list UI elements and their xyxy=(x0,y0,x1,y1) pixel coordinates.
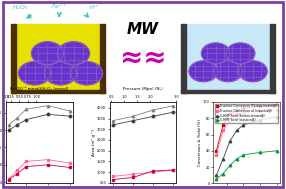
Bar xyxy=(100,24,105,93)
Circle shape xyxy=(226,43,255,64)
Bar xyxy=(11,24,16,93)
Bar xyxy=(181,90,275,93)
Circle shape xyxy=(71,62,103,85)
Fructose Conversion (Fenton-treatedβ) xyxy=(228,113,232,115)
Fructose Conversion of (classicalβ) xyxy=(228,119,232,121)
Bar xyxy=(181,24,186,93)
Text: MW: MW xyxy=(127,22,159,37)
5-HMF Yield (Fenton-treatedβ) xyxy=(221,158,225,160)
5-HMF Yield (Fenton-treatedβ) xyxy=(228,140,232,142)
Circle shape xyxy=(19,62,50,85)
Text: ≈≈: ≈≈ xyxy=(120,43,166,71)
5-HMF Yield (classicalβ) xyxy=(214,178,218,180)
Fructose Conversion (Fenton-treatedβ) xyxy=(242,107,245,110)
Title: Fe (10⁻³ mmol)/H₂O₂ (mmol): Fe (10⁻³ mmol)/H₂O₂ (mmol) xyxy=(10,87,68,91)
Y-axis label: Area (m² g⁻¹): Area (m² g⁻¹) xyxy=(92,129,96,156)
Fructose Conversion of (classicalβ) xyxy=(221,129,225,132)
Circle shape xyxy=(239,61,267,82)
Fructose Conversion of (classicalβ) xyxy=(214,154,218,156)
5-HMF Yield (classicalβ) xyxy=(275,150,279,152)
5-HMF Yield (Fenton-treatedβ) xyxy=(242,124,245,126)
Circle shape xyxy=(57,42,90,65)
Fructose Conversion (Fenton-treatedβ) xyxy=(214,150,218,152)
5-HMF Yield (classicalβ) xyxy=(228,164,232,167)
Y-axis label: Conversion & Yield (%): Conversion & Yield (%) xyxy=(198,119,202,166)
5-HMF Yield (Fenton-treatedβ) xyxy=(259,119,262,121)
Circle shape xyxy=(31,42,63,65)
Fructose Conversion of (classicalβ) xyxy=(259,110,262,112)
Legend: Fructose Conversion (Fenton-treatedβ), Fructose Conversion of (classicalβ), 5-HM: Fructose Conversion (Fenton-treatedβ), F… xyxy=(215,104,278,123)
Fructose Conversion of (classicalβ) xyxy=(275,109,279,111)
Bar xyxy=(186,24,270,90)
5-HMF Yield (classicalβ) xyxy=(242,154,245,156)
Line: Fructose Conversion of (classicalβ): Fructose Conversion of (classicalβ) xyxy=(215,109,279,156)
Line: Fructose Conversion (Fenton-treatedβ): Fructose Conversion (Fenton-treatedβ) xyxy=(215,104,279,152)
Line: 5-HMF Yield (classicalβ): 5-HMF Yield (classicalβ) xyxy=(215,149,279,180)
Line: 5-HMF Yield (Fenton-treatedβ): 5-HMF Yield (Fenton-treatedβ) xyxy=(215,115,279,177)
Title: Pressure (Mpa) (N₂): Pressure (Mpa) (N₂) xyxy=(123,87,163,91)
Circle shape xyxy=(214,61,243,82)
Bar xyxy=(16,24,100,90)
Fructose Conversion (Fenton-treatedβ) xyxy=(235,109,238,111)
Text: $H_2O_2$: $H_2O_2$ xyxy=(12,3,29,12)
Text: $H^+$: $H^+$ xyxy=(90,3,100,12)
5-HMF Yield (classicalβ) xyxy=(235,158,238,160)
Text: $Fe^{3+}$: $Fe^{3+}$ xyxy=(51,1,67,11)
5-HMF Yield (Fenton-treatedβ) xyxy=(235,129,238,132)
5-HMF Yield (Fenton-treatedβ) xyxy=(214,174,218,176)
Fructose Conversion (Fenton-treatedβ) xyxy=(221,124,225,126)
Circle shape xyxy=(45,62,77,85)
Circle shape xyxy=(201,43,230,64)
Fructose Conversion of (classicalβ) xyxy=(242,112,245,114)
Fructose Conversion of (classicalβ) xyxy=(235,113,238,115)
Circle shape xyxy=(189,61,218,82)
5-HMF Yield (classicalβ) xyxy=(221,172,225,175)
5-HMF Yield (Fenton-treatedβ) xyxy=(275,115,279,118)
Fructose Conversion (Fenton-treatedβ) xyxy=(259,105,262,107)
Bar xyxy=(11,90,105,93)
5-HMF Yield (classicalβ) xyxy=(259,151,262,153)
Fructose Conversion (Fenton-treatedβ) xyxy=(275,104,279,106)
Bar xyxy=(270,24,275,93)
